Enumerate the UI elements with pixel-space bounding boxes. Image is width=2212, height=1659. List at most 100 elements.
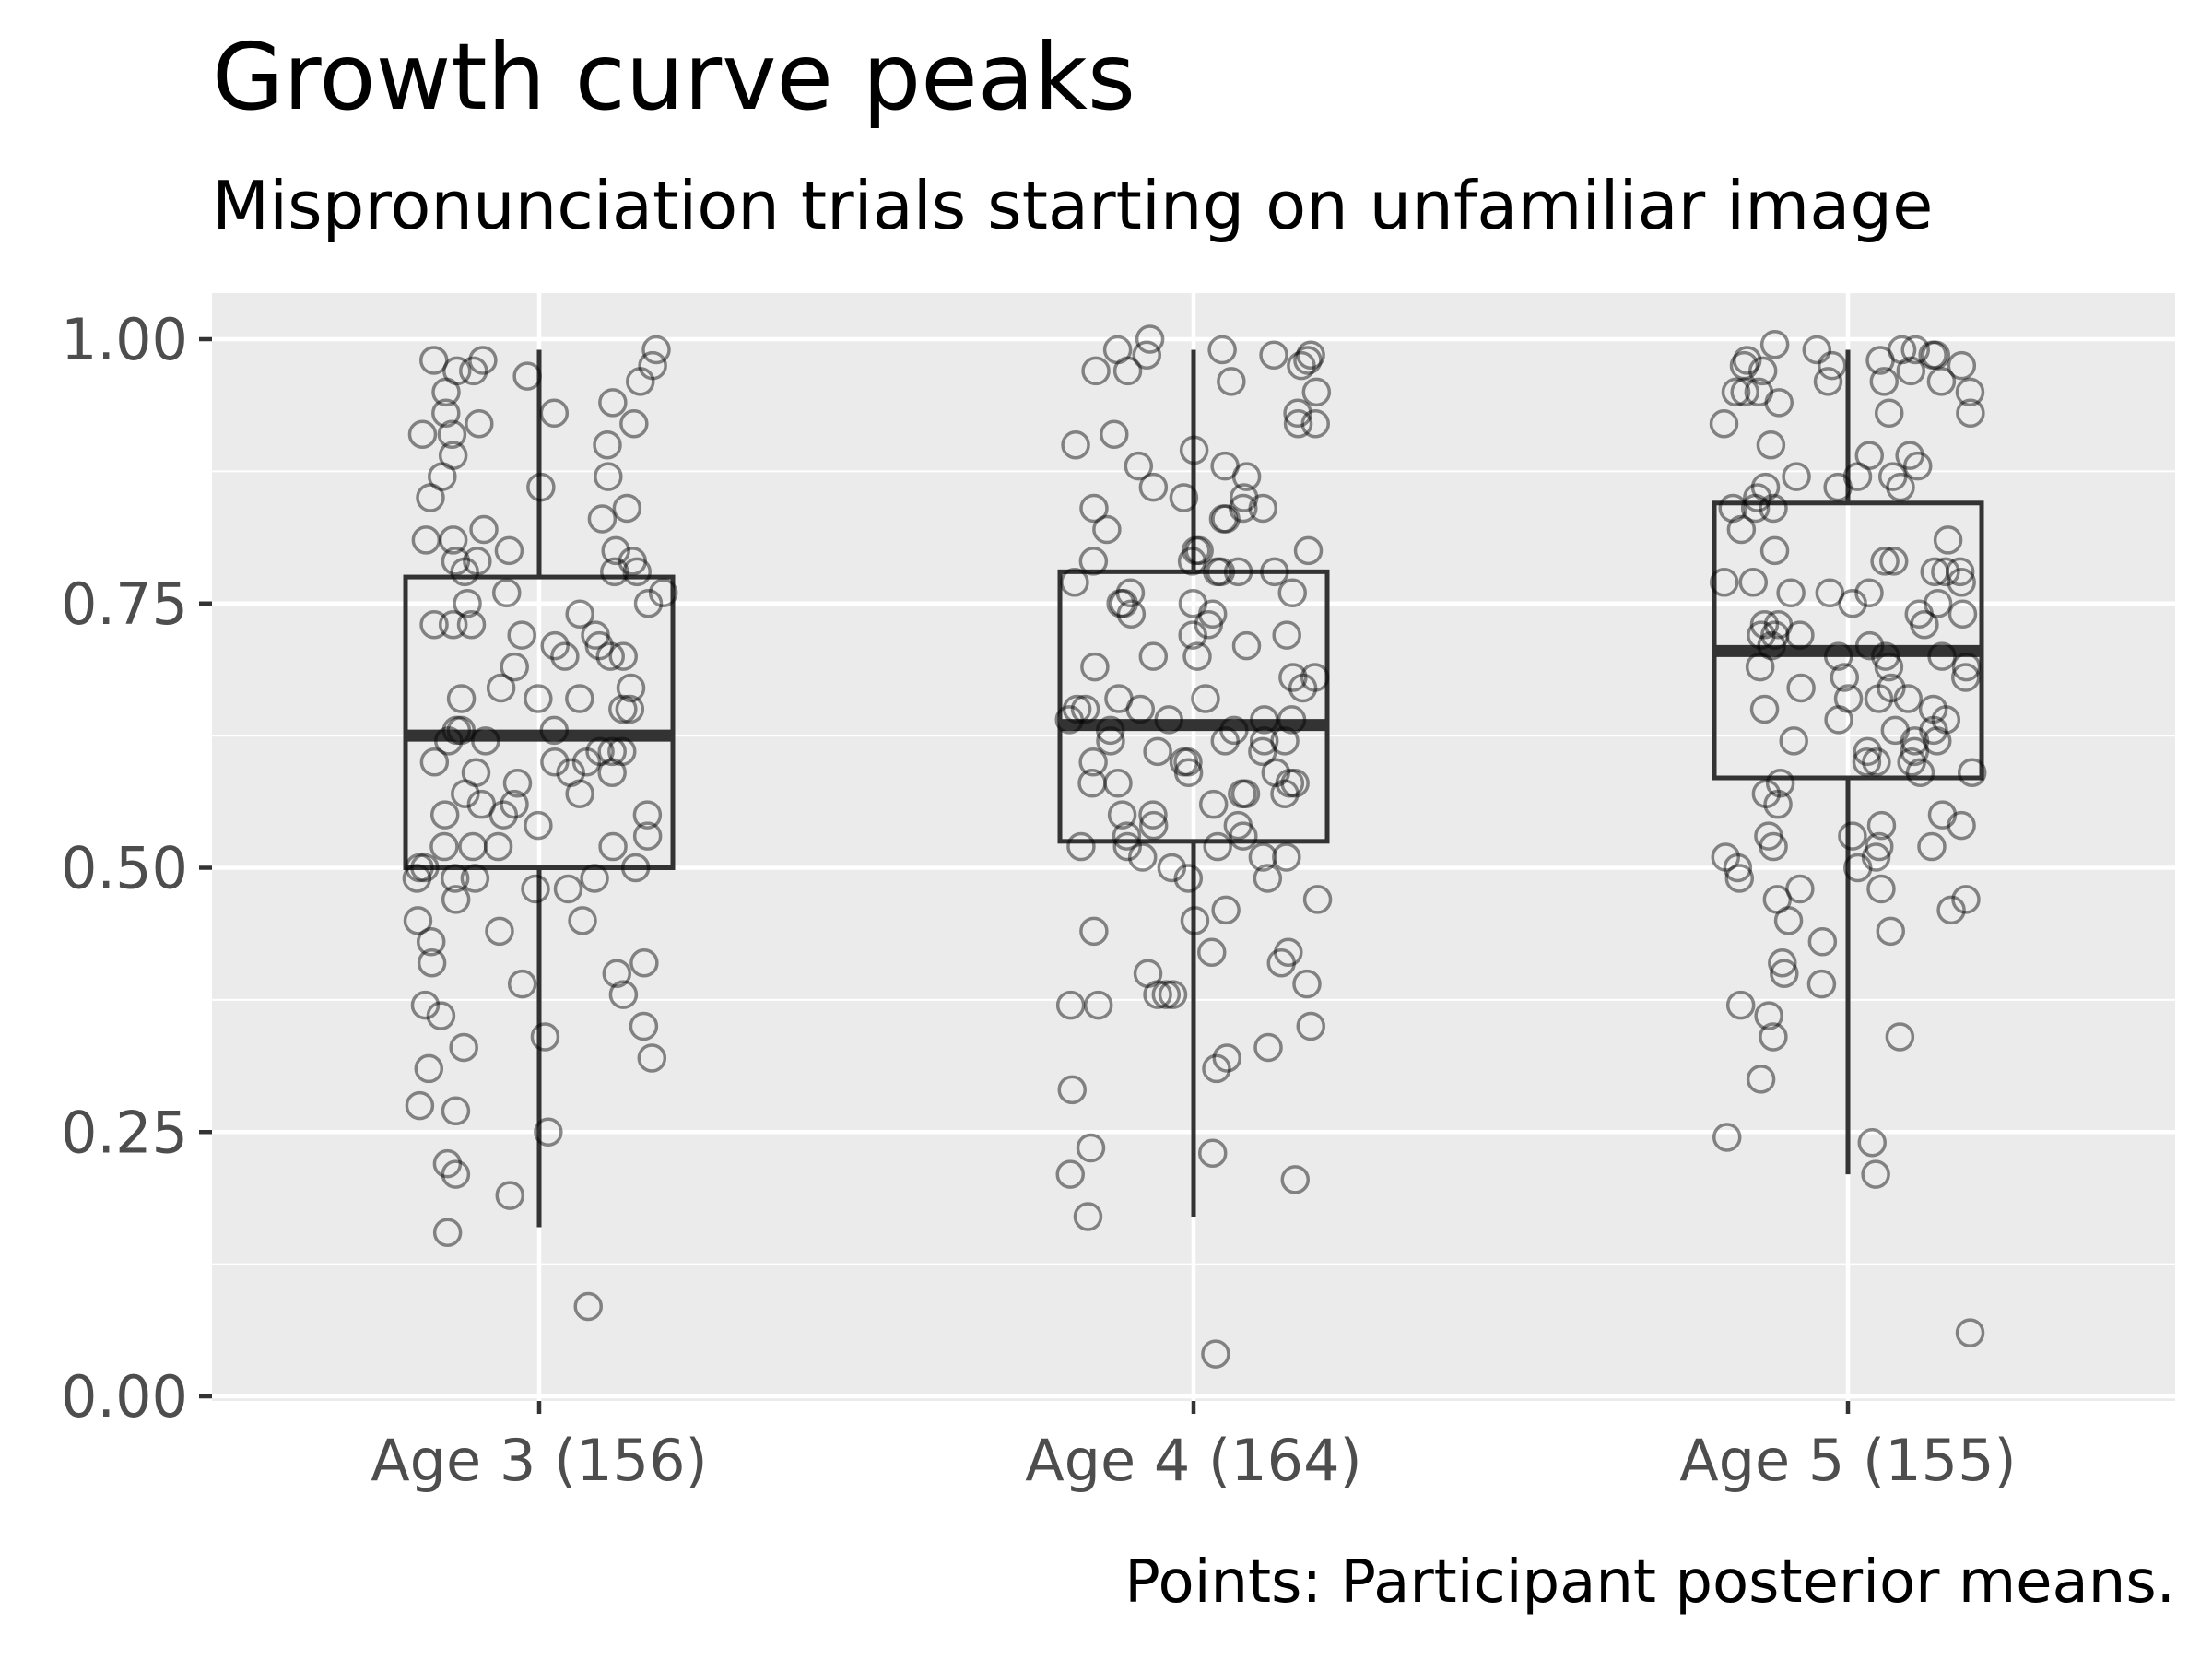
data-point — [1838, 821, 1867, 851]
data-point — [1895, 441, 1924, 470]
chart-title: Growth curve peaks — [212, 23, 1135, 131]
data-point — [1151, 980, 1182, 1009]
data-point — [632, 800, 663, 830]
data-point — [1066, 831, 1096, 862]
data-point — [450, 557, 479, 587]
chart-subtitle: Mispronunciation trials starting on unfa… — [212, 167, 1933, 244]
data-point — [1768, 947, 1797, 978]
data-point — [618, 547, 648, 576]
data-point — [1956, 398, 1985, 429]
data-point — [432, 1148, 463, 1179]
data-point — [418, 346, 449, 375]
data-point — [1138, 810, 1169, 841]
x-tick-label: Age 5 (155) — [1679, 1427, 2017, 1494]
data-point — [1283, 409, 1313, 439]
data-point — [1293, 346, 1323, 375]
data-point — [1896, 356, 1926, 386]
data-point — [402, 864, 432, 893]
data-point — [1726, 514, 1757, 545]
data-point — [1280, 768, 1310, 798]
data-point — [405, 853, 434, 883]
data-point — [1173, 864, 1204, 893]
data-point — [1073, 1202, 1103, 1231]
data-point — [598, 831, 628, 862]
chart-caption: Points: Participant posterior means. — [1124, 1548, 2175, 1617]
data-point — [1763, 789, 1793, 819]
data-point — [1104, 684, 1134, 713]
data-point — [1184, 535, 1214, 566]
data-point — [495, 1181, 525, 1210]
data-point — [598, 388, 628, 418]
data-point — [1102, 335, 1133, 365]
data-point — [1854, 578, 1884, 608]
data-point — [1900, 726, 1930, 756]
data-point — [1270, 779, 1300, 808]
data-point — [1885, 1022, 1915, 1052]
data-point — [1723, 853, 1753, 883]
data-point — [1902, 451, 1933, 481]
data-point — [597, 736, 627, 767]
data-point — [1876, 916, 1906, 947]
data-point — [1861, 842, 1891, 872]
data-point — [1874, 652, 1904, 682]
data-point — [1854, 630, 1885, 661]
data-point — [1181, 535, 1211, 566]
data-point — [1178, 589, 1208, 618]
data-point — [1918, 694, 1948, 724]
data-point — [483, 831, 513, 862]
data-point — [1877, 462, 1908, 491]
data-point — [524, 684, 553, 713]
data-point — [438, 525, 468, 555]
data-point — [512, 361, 542, 391]
data-point — [1266, 947, 1297, 978]
data-point — [1773, 906, 1804, 935]
data-point — [1219, 715, 1249, 746]
data-point — [431, 377, 461, 407]
y-tick-label: 0.25 — [61, 1099, 188, 1166]
data-point — [437, 419, 467, 449]
data-point — [1061, 429, 1090, 460]
data-point — [1918, 340, 1947, 370]
data-point — [629, 1011, 659, 1041]
data-point — [1936, 895, 1966, 925]
data-point — [1754, 821, 1783, 851]
data-point — [416, 483, 445, 512]
data-point — [1112, 356, 1143, 386]
data-point — [1158, 980, 1188, 1009]
data-point — [428, 462, 457, 491]
data-point — [597, 758, 627, 788]
data-point — [601, 535, 630, 566]
data-point — [1277, 578, 1307, 608]
data-point — [449, 1032, 478, 1063]
data-point — [429, 831, 459, 862]
data-point — [1933, 525, 1963, 555]
data-point — [1253, 864, 1283, 893]
data-point — [1920, 557, 1949, 587]
data-point — [1062, 694, 1092, 724]
data-point — [521, 874, 550, 904]
data-point — [1248, 493, 1278, 524]
data-point — [1107, 800, 1137, 830]
data-point — [550, 641, 580, 671]
data-point — [1843, 853, 1873, 883]
data-point — [1712, 1123, 1742, 1152]
data-point — [1194, 609, 1224, 640]
data-point — [600, 557, 629, 587]
data-point — [1259, 340, 1288, 370]
data-point — [565, 779, 594, 808]
y-tick-label: 1.00 — [61, 306, 188, 373]
data-point — [571, 747, 602, 777]
data-point — [1210, 726, 1241, 756]
x-tick-label: Age 4 (164) — [1025, 1427, 1362, 1494]
data-point — [539, 715, 570, 746]
data-point — [433, 726, 464, 756]
data-point — [1296, 1011, 1326, 1041]
y-tick-label: 0.75 — [61, 571, 188, 638]
data-point — [468, 346, 498, 375]
data-point — [1203, 831, 1232, 862]
data-point — [1157, 853, 1187, 883]
data-point — [465, 409, 494, 439]
data-point — [491, 578, 522, 608]
data-point — [1223, 810, 1253, 841]
